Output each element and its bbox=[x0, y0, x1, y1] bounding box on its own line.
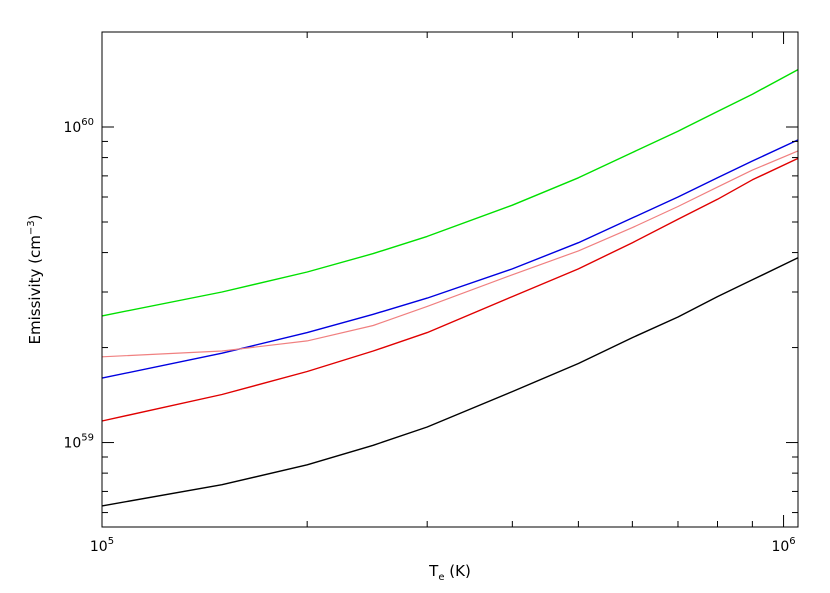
x-tick-label: 106 bbox=[771, 536, 795, 555]
plot-frame bbox=[101, 31, 799, 528]
series-layer bbox=[101, 68, 799, 507]
series-line-2 bbox=[101, 139, 799, 379]
series-line-4 bbox=[101, 157, 799, 422]
series-line-1 bbox=[101, 68, 799, 317]
y-axis-title: Emissivity (cm−3) bbox=[26, 215, 44, 345]
y-tick-label: 1060 bbox=[63, 117, 94, 136]
x-tick-label: 105 bbox=[90, 536, 114, 555]
tick-layer: 105 106 1059 1060 bbox=[63, 31, 798, 555]
y-tick-label: 1059 bbox=[63, 433, 94, 452]
series-line-5 bbox=[101, 257, 799, 507]
series-line-3 bbox=[101, 150, 799, 358]
x-axis-title: Te (K) bbox=[428, 562, 471, 583]
